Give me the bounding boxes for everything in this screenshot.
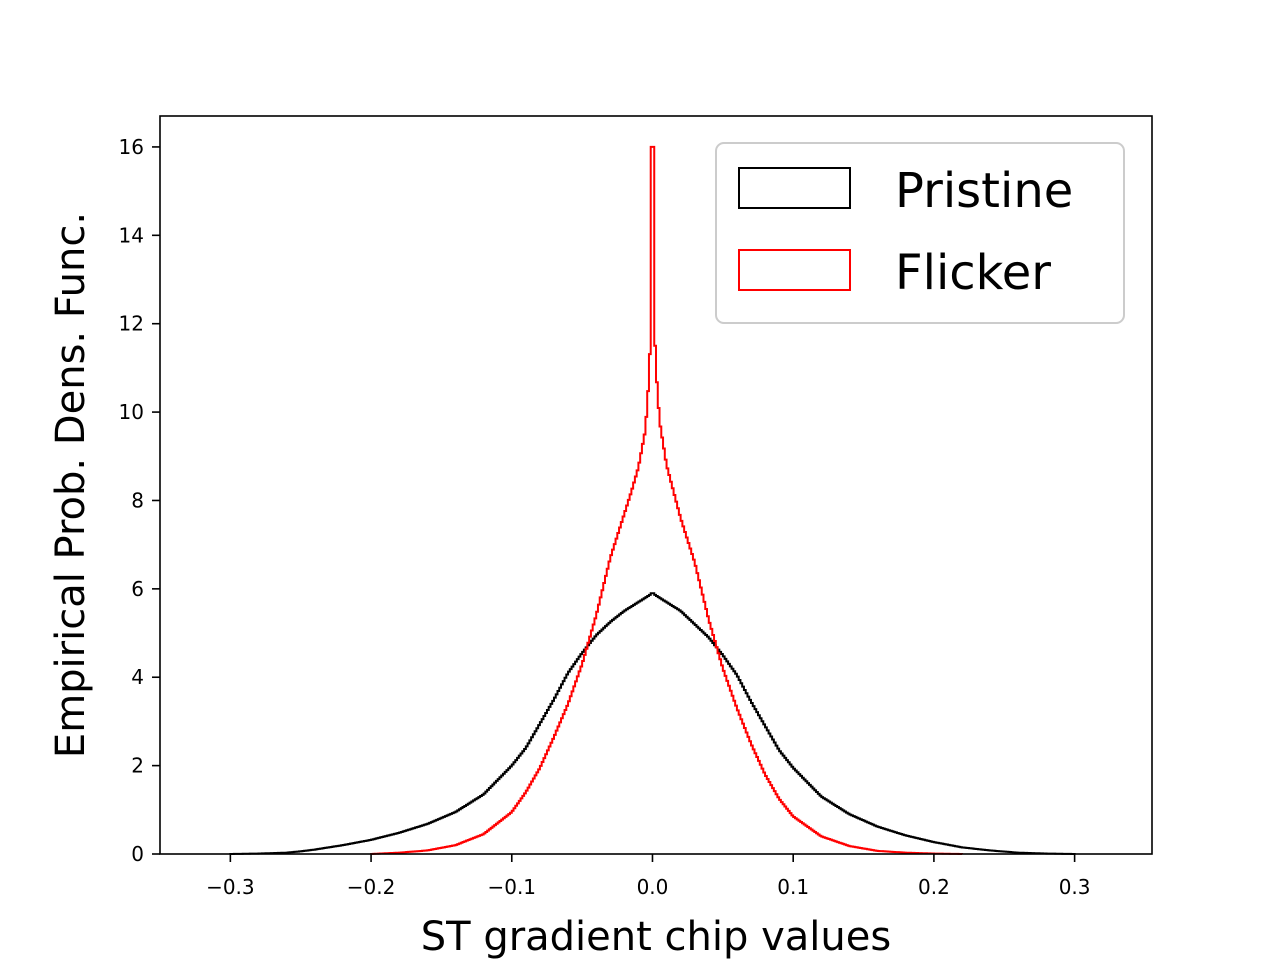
histogram-series-pristine bbox=[229, 592, 1076, 855]
legend-swatch-pristine bbox=[738, 167, 851, 209]
y-tick-label: 6 bbox=[131, 577, 144, 601]
legend-swatch-flicker bbox=[738, 249, 851, 291]
y-tick-label: 12 bbox=[119, 312, 144, 336]
legend-label-flicker: Flicker bbox=[895, 245, 1051, 301]
axes-frame bbox=[159, 115, 1153, 855]
histogram-series-flicker bbox=[370, 145, 964, 855]
x-tick-label: −0.2 bbox=[347, 875, 396, 899]
legend: Pristine Flicker bbox=[715, 142, 1125, 324]
x-tick-label: −0.3 bbox=[206, 875, 255, 899]
x-tick-label: 0.1 bbox=[777, 875, 809, 899]
x-axis-label: ST gradient chip values bbox=[421, 914, 891, 960]
legend-box bbox=[715, 142, 1125, 324]
x-tick-label: 0.2 bbox=[918, 875, 950, 899]
x-axis-ticks: −0.3 −0.2 −0.1 0.0 0.1 0.2 0.3 bbox=[206, 854, 1091, 899]
series-layer bbox=[229, 145, 1076, 855]
y-axis-label: Empirical Prob. Dens. Func. bbox=[48, 212, 94, 758]
y-tick-label: 0 bbox=[131, 842, 144, 866]
y-axis-ticks: 0 2 4 6 8 10 12 14 16 bbox=[119, 135, 160, 866]
x-tick-label: 0.0 bbox=[637, 875, 669, 899]
legend-label-pristine: Pristine bbox=[895, 163, 1073, 219]
y-tick-label: 8 bbox=[131, 488, 144, 512]
x-tick-label: 0.3 bbox=[1059, 875, 1091, 899]
y-tick-label: 10 bbox=[119, 400, 144, 424]
y-tick-label: 2 bbox=[131, 754, 144, 778]
x-tick-label: −0.1 bbox=[487, 875, 536, 899]
y-tick-label: 4 bbox=[131, 665, 144, 689]
y-tick-label: 16 bbox=[119, 135, 144, 159]
y-tick-label: 14 bbox=[119, 223, 144, 247]
